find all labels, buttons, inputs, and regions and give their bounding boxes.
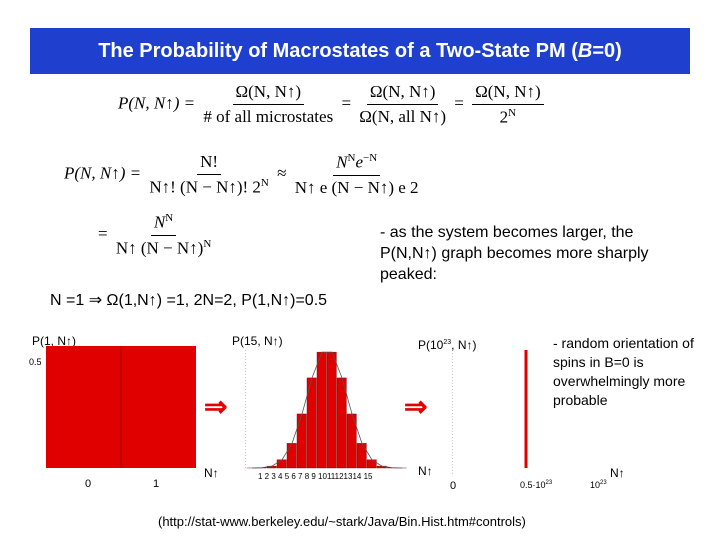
chart3-svg xyxy=(452,350,528,474)
chart3-xtick-1: 0.5·1023 xyxy=(520,480,553,490)
chart2-svg xyxy=(245,350,407,469)
chart3-xtick-2: 1023 xyxy=(590,480,607,490)
chart2-bar-8 xyxy=(326,351,337,469)
chart3-xtick-0: 0 xyxy=(450,480,457,492)
chart1-xtick-0: 0 xyxy=(85,478,92,490)
equation-3: = NN N↑ (N − N↑)N xyxy=(98,212,212,258)
chart2-xticks: 1 2 3 4 5 6 7 8 9 1011121314 15 xyxy=(258,472,373,481)
chart1-ytick: 0.5 xyxy=(29,357,42,367)
title-bar: The Probability of Macrostates of a Two-… xyxy=(30,28,690,74)
equation-2: P(N, N↑) = N! N↑! (N − N↑)! 2N ≈ NNe−N N↑… xyxy=(64,152,419,197)
footer-link[interactable]: (http://stat-www.berkeley.edu/~stark/Jav… xyxy=(158,514,526,529)
n1-line: N =1 ⇒ Ω(1,N↑) =1, 2N=2, P(1,N↑)=0.5 xyxy=(50,292,328,309)
slide-title: The Probability of Macrostates of a Two-… xyxy=(98,40,622,62)
random-note: - random orientation of spins in B=0 is … xyxy=(553,335,694,408)
chart2-bar-9 xyxy=(336,377,347,469)
arrow-1: ⇒ xyxy=(204,391,228,422)
chart2-ylabel: P(15, N↑) xyxy=(232,334,283,348)
chart2-bar-11 xyxy=(356,443,367,469)
chart2-curve xyxy=(251,351,403,469)
chart2-bar-3 xyxy=(276,459,287,469)
chart3-ylabel: P(1023, N↑) xyxy=(418,338,477,352)
chart2-bar-7 xyxy=(316,351,327,469)
chart1-xtick-1: 1 xyxy=(153,478,160,490)
chart1-svg xyxy=(46,346,196,468)
chart1-ylabel: P(1, N↑) xyxy=(32,334,77,348)
chart2-bar-12 xyxy=(366,459,377,469)
chart2-bar-5 xyxy=(296,413,307,469)
chart3-xlabel: N↑ xyxy=(610,466,625,480)
arrow-2: ⇒ xyxy=(404,391,428,422)
equation-1: P(N, N↑) = Ω(N, N↑) # of all microstates … xyxy=(118,82,548,128)
chart2-bar-4 xyxy=(286,443,297,469)
peaked-note: - as the system becomes larger, the P(N,… xyxy=(380,224,649,283)
chart1-xlabel: N↑ xyxy=(204,466,219,480)
chart2-xlabel: N↑ xyxy=(418,464,433,478)
